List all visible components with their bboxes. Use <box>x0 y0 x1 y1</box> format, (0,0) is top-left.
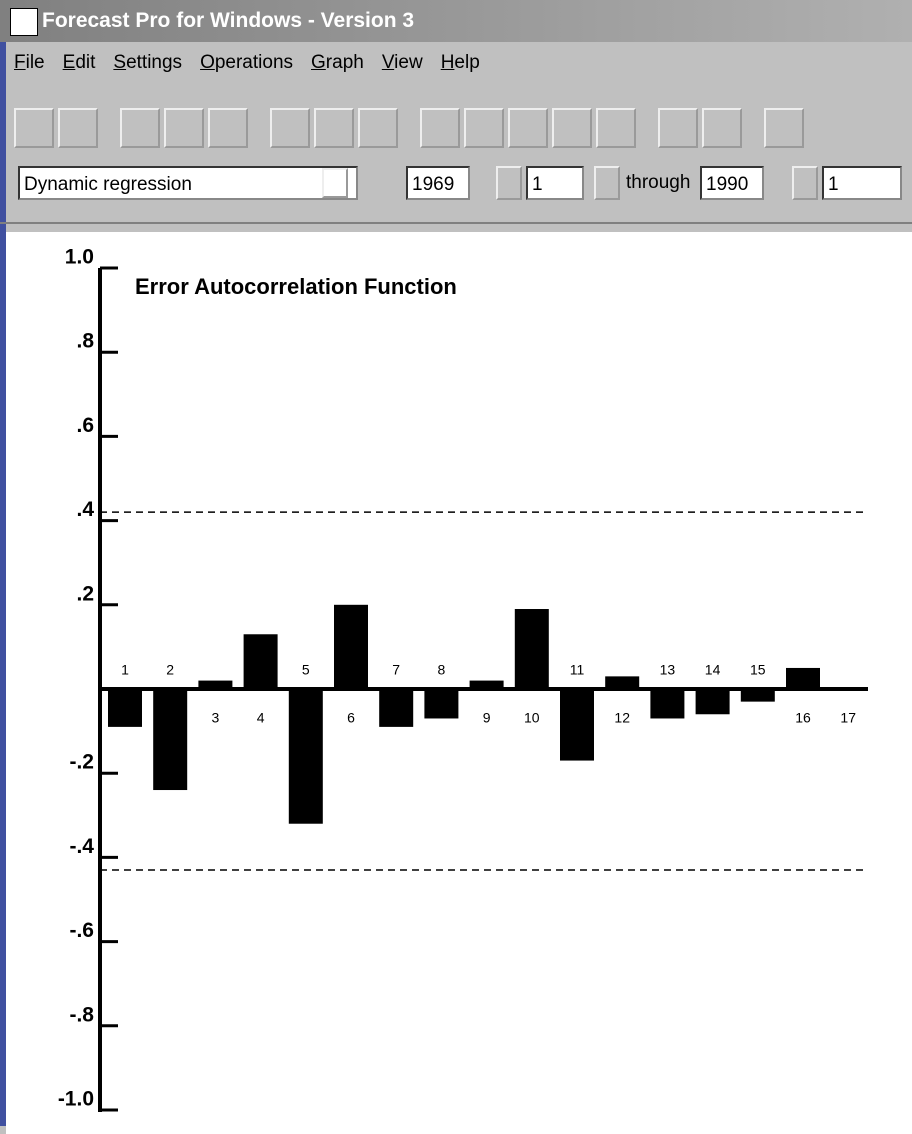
bar <box>424 689 458 718</box>
x-tick-label: 4 <box>257 710 265 726</box>
tool-button[interactable] <box>658 108 698 148</box>
end-period-text: 1 <box>828 174 839 195</box>
tool-button[interactable] <box>596 108 636 148</box>
x-tick-label: 10 <box>524 710 540 726</box>
y-tick-label: -.8 <box>69 1003 94 1026</box>
x-tick-label: 3 <box>212 710 220 726</box>
cut-button[interactable] <box>120 108 160 148</box>
print-button[interactable] <box>270 108 310 148</box>
y-tick-label: .6 <box>76 414 94 437</box>
toolbar <box>14 104 804 150</box>
through-label: through <box>626 166 690 200</box>
y-tick-label: -1.0 <box>58 1088 94 1111</box>
paste-button[interactable] <box>208 108 248 148</box>
bar <box>334 605 368 689</box>
start-year-text: 1969 <box>412 174 454 195</box>
x-tick-label: 17 <box>840 710 856 726</box>
end-year[interactable]: 1990 <box>700 166 764 200</box>
tool-button[interactable] <box>464 108 504 148</box>
model-dropdown[interactable]: Dynamic regression <box>18 166 358 200</box>
tool-button[interactable] <box>702 108 742 148</box>
model-text: Dynamic regression <box>24 174 192 195</box>
bar <box>289 689 323 824</box>
x-tick-label: 2 <box>166 662 174 678</box>
menu-item[interactable]: Settings <box>113 52 182 74</box>
menu-item[interactable]: Operations <box>200 52 293 74</box>
end-period[interactable]: 1 <box>822 166 902 200</box>
context-help-button[interactable] <box>358 108 398 148</box>
y-tick-label: 1.0 <box>65 246 94 269</box>
x-tick-label: 7 <box>392 662 400 678</box>
menu-item[interactable]: Graph <box>311 52 364 74</box>
menu-item[interactable]: File <box>14 52 45 74</box>
x-tick-label: 13 <box>660 662 676 678</box>
bar <box>108 689 142 727</box>
dropdown-arrow[interactable] <box>322 168 348 198</box>
tool-button[interactable] <box>420 108 460 148</box>
window-title: Forecast Pro for Windows - Version 3 <box>42 0 414 42</box>
start-period[interactable]: 1 <box>526 166 584 200</box>
x-tick-label: 5 <box>302 662 310 678</box>
x-tick-label: 16 <box>795 710 811 726</box>
y-tick-label: .4 <box>76 498 94 521</box>
x-tick-label: 9 <box>483 710 491 726</box>
bar <box>560 689 594 761</box>
start-period-text: 1 <box>532 174 543 195</box>
tool-button[interactable] <box>764 108 804 148</box>
x-tick-label: 8 <box>438 662 446 678</box>
menu-item[interactable]: Help <box>441 52 480 74</box>
spin[interactable] <box>594 166 620 200</box>
spin[interactable] <box>792 166 818 200</box>
bar <box>515 609 549 689</box>
y-tick-label: .2 <box>76 582 94 605</box>
menu-item[interactable]: View <box>382 52 423 74</box>
tool-button[interactable] <box>508 108 548 148</box>
tool-button[interactable] <box>552 108 592 148</box>
help-button[interactable] <box>314 108 354 148</box>
x-tick-label: 12 <box>614 710 630 726</box>
bar <box>379 689 413 727</box>
x-tick-label: 11 <box>570 662 585 678</box>
grid-button[interactable] <box>58 108 98 148</box>
bar <box>244 634 278 689</box>
x-tick-label: 14 <box>705 662 721 678</box>
menu-bar: File Edit Settings Operations Graph View Help <box>14 52 480 74</box>
bar <box>696 689 730 714</box>
x-tick-label: 6 <box>347 710 355 726</box>
spin[interactable] <box>496 166 522 200</box>
bar <box>153 689 187 790</box>
y-tick-label: -.2 <box>69 751 94 774</box>
end-year-text: 1990 <box>706 174 748 195</box>
title-bar: Forecast Pro for Windows - Version 3 <box>0 0 912 42</box>
x-tick-label: 1 <box>121 662 129 678</box>
open-button[interactable] <box>14 108 54 148</box>
y-tick-label: -.6 <box>69 919 94 942</box>
start-year[interactable]: 1969 <box>406 166 470 200</box>
y-tick-label: .8 <box>76 330 94 353</box>
app-icon <box>10 8 38 36</box>
chart-frame: Error Autocorrelation Function 1.0 .8 .6 .4… <box>0 222 912 1128</box>
copy-button[interactable] <box>164 108 204 148</box>
chart: Error Autocorrelation Function 1.0 .8 .6 .4… <box>6 232 912 1134</box>
x-tick-label: 15 <box>750 662 766 678</box>
bar <box>650 689 684 718</box>
bar <box>786 668 820 689</box>
app-window: Forecast Pro for Windows - Version 3 Fil… <box>0 0 912 1126</box>
y-tick-label: -.4 <box>69 835 94 858</box>
menu-item[interactable]: Edit <box>63 52 96 74</box>
chart-title: Error Autocorrelation Function <box>135 274 457 299</box>
